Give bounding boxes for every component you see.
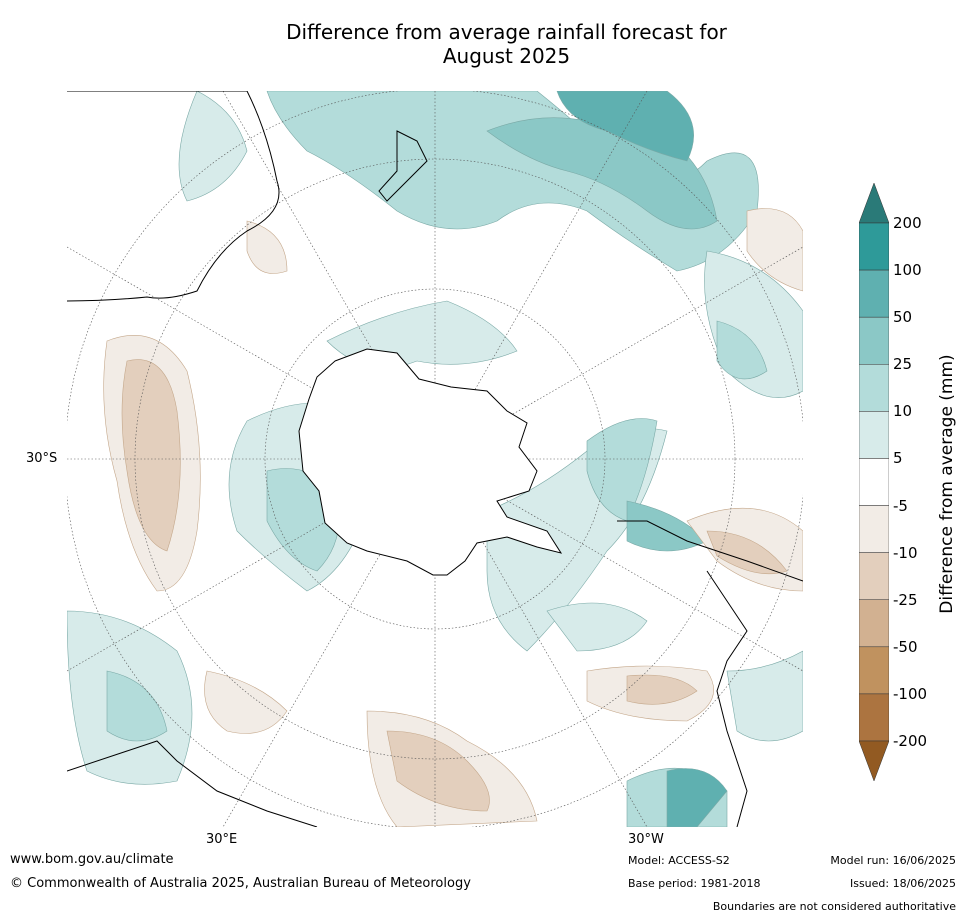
colorbar-tick-label: 10 <box>893 402 913 421</box>
copyright-text: © Commonwealth of Australia 2025, Austra… <box>10 876 471 891</box>
colorbar-bin <box>859 316 889 365</box>
issued-text: Issued: 18/06/2025 <box>849 877 956 890</box>
colorbar-bin <box>859 505 889 553</box>
colorbar-tick-label: -25 <box>893 590 918 609</box>
chart-title: Difference from average rainfall forecas… <box>0 20 965 68</box>
colorbar-bin <box>859 693 889 742</box>
website-link[interactable]: www.bom.gov.au/climate <box>10 852 174 867</box>
colorbar-extend-bottom <box>859 740 889 781</box>
colorbar-bin <box>859 222 889 271</box>
latitude-label-30s: 30°S <box>26 451 58 466</box>
longitude-label-30e: 30°E <box>206 832 238 847</box>
title-line-2: August 2025 <box>442 44 571 68</box>
model-run-text: Model run: 16/06/2025 <box>830 854 956 867</box>
south-america-coastline <box>617 520 803 827</box>
colorbar-tick-label: -10 <box>893 543 918 562</box>
colorbar-tick-label: -5 <box>893 496 908 515</box>
dry-anomaly-areas <box>103 208 803 827</box>
africa-coastline <box>67 740 318 827</box>
colorbar-bin <box>859 552 889 600</box>
colorbar-tick-label: -50 <box>893 637 918 656</box>
colorbar-bin <box>859 269 889 318</box>
colorbar-bin <box>859 646 889 695</box>
colorbar-tick-label: 100 <box>893 261 922 280</box>
disclaimer-text: Boundaries are not considered authoritat… <box>712 900 956 913</box>
colorbar-tick-label: 5 <box>893 449 903 468</box>
map-svg <box>67 91 803 827</box>
colorbar-bin <box>859 599 889 648</box>
base-period-text: Base period: 1981-2018 <box>628 877 761 890</box>
colorbar-tick-label: -100 <box>893 684 928 703</box>
colorbar-tick-label: -200 <box>893 732 928 750</box>
colorbar-tick-label: 200 <box>893 214 922 232</box>
colorbar <box>859 183 889 781</box>
australia-coastline <box>67 91 280 302</box>
colorbar-extend-top <box>859 183 889 224</box>
model-text: Model: ACCESS-S2 <box>628 854 730 867</box>
colorbar-tick-label: 50 <box>893 308 913 327</box>
new-zealand-coastline <box>378 130 428 202</box>
colorbar-bin <box>859 364 889 412</box>
colorbar-bin <box>859 458 889 506</box>
longitude-label-30w: 30°W <box>628 832 664 847</box>
title-line-1: Difference from average rainfall forecas… <box>286 20 727 44</box>
colorbar-label: Difference from average (mm) <box>937 354 957 614</box>
colorbar-bin <box>859 411 889 459</box>
colorbar-tick-label: 25 <box>893 355 913 374</box>
antarctica-coastline <box>298 348 563 576</box>
polar-map <box>67 91 803 827</box>
